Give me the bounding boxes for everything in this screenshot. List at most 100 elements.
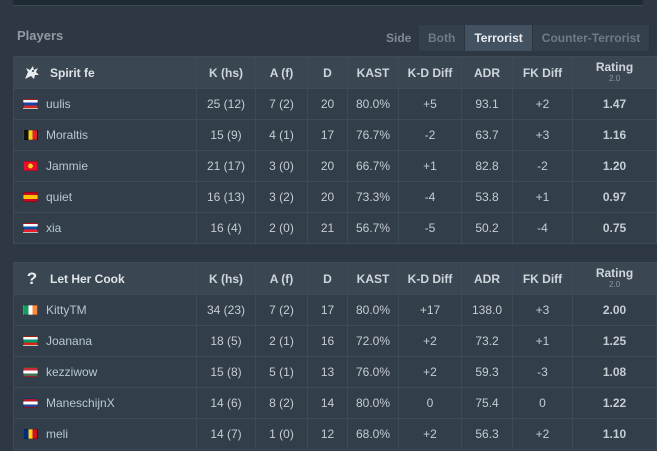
kills: 16 (13)	[196, 181, 256, 213]
col-kills: K (hs)	[196, 56, 256, 89]
col-rating: Rating 2.0	[572, 262, 657, 295]
player-name[interactable]: Moraltis	[46, 128, 89, 142]
assists: 3 (2)	[255, 181, 308, 213]
kd-diff: +17	[398, 294, 462, 326]
kast: 72.0%	[347, 325, 399, 357]
table-header-row: ? Let Her Cook K (hs) A (f) D KAST K-D D…	[13, 262, 657, 295]
deaths: 20	[307, 181, 348, 213]
team-name: Let Her Cook	[50, 271, 125, 286]
player-cell: Jammie	[13, 150, 197, 182]
side-label: Side	[386, 31, 412, 45]
kills: 14 (6)	[196, 387, 256, 419]
kills: 14 (7)	[196, 418, 256, 450]
player-cell: Joanana	[13, 325, 197, 357]
kast: 66.7%	[347, 150, 399, 182]
player-name[interactable]: Jammie	[46, 159, 89, 173]
rating: 1.47	[572, 88, 657, 120]
slovakia-flag-icon	[23, 223, 38, 233]
col-assists: A (f)	[255, 56, 308, 89]
adr: 53.8	[461, 181, 513, 213]
col-kast: KAST	[347, 262, 399, 295]
col-fk-diff: FK Diff	[512, 262, 573, 295]
kd-diff: -5	[398, 212, 462, 244]
player-name[interactable]: ManeschijnX	[46, 396, 115, 410]
col-kd-diff: K-D Diff	[398, 262, 462, 295]
deaths: 20	[307, 88, 348, 120]
deaths: 12	[307, 418, 348, 450]
rating: 1.25	[572, 325, 657, 357]
tab-counter-terrorist[interactable]: Counter-Terrorist	[532, 25, 651, 51]
deaths: 17	[307, 119, 348, 151]
table-row: ManeschijnX 14 (6) 8 (2) 14 80.0% 0 75.4…	[13, 387, 657, 419]
spain-flag-icon	[23, 192, 38, 202]
deaths: 21	[307, 212, 348, 244]
bulgaria-flag-icon	[23, 336, 38, 346]
adr: 50.2	[461, 212, 513, 244]
fk-diff: -2	[512, 150, 573, 182]
table-row: Joanana 18 (5) 2 (1) 16 72.0% +2 73.2 +1…	[13, 325, 657, 357]
kast: 80.0%	[347, 294, 399, 326]
kd-diff: +2	[398, 325, 462, 357]
top-strip	[13, 0, 643, 6]
adr: 93.1	[461, 88, 513, 120]
deaths: 13	[307, 356, 348, 388]
fk-diff: +1	[512, 325, 573, 357]
player-name[interactable]: meli	[46, 427, 69, 441]
col-kast: KAST	[347, 56, 399, 89]
player-name[interactable]: uulis	[46, 97, 71, 111]
kast: 68.0%	[347, 418, 399, 450]
table-row: kezziwow 15 (8) 5 (1) 13 76.0% +2 59.3 -…	[13, 356, 657, 388]
team-header: Spirit fe	[13, 56, 197, 89]
fk-diff: +3	[512, 294, 573, 326]
kills: 34 (23)	[196, 294, 256, 326]
col-kills: K (hs)	[196, 262, 256, 295]
table-header-row: Spirit fe K (hs) A (f) D KAST K-D Diff A…	[13, 56, 657, 89]
adr: 82.8	[461, 150, 513, 182]
assists: 1 (0)	[255, 418, 308, 450]
adr: 63.7	[461, 119, 513, 151]
fk-diff: +3	[512, 119, 573, 151]
russia-flag-icon	[23, 99, 38, 109]
adr: 138.0	[461, 294, 513, 326]
col-rating: Rating 2.0	[572, 56, 657, 89]
kills: 15 (8)	[196, 356, 256, 388]
player-cell: xia	[13, 212, 197, 244]
player-name[interactable]: xia	[46, 221, 62, 235]
adr: 73.2	[461, 325, 513, 357]
deaths: 14	[307, 387, 348, 419]
dragon-logo-icon	[22, 63, 42, 83]
player-cell: ManeschijnX	[13, 387, 197, 419]
player-name[interactable]: kezziwow	[46, 365, 98, 379]
table-row: uulis 25 (12) 7 (2) 20 80.0% +5 93.1 +2 …	[13, 88, 657, 120]
player-cell: meli	[13, 418, 197, 450]
kills: 16 (4)	[196, 212, 256, 244]
tab-terrorist[interactable]: Terrorist	[465, 25, 533, 51]
kast: 56.7%	[347, 212, 399, 244]
romania-flag-icon	[23, 429, 38, 439]
assists: 3 (0)	[255, 150, 308, 182]
player-name[interactable]: KittyTM	[46, 303, 87, 317]
netherlands-flag-icon	[23, 398, 38, 408]
table-row: Moraltis 15 (9) 4 (1) 17 76.7% -2 63.7 +…	[13, 119, 657, 151]
players-header: Players Side Both Terrorist Counter-Terr…	[0, 22, 657, 54]
col-assists: A (f)	[255, 262, 308, 295]
team-name: Spirit fe	[50, 65, 95, 80]
tab-both[interactable]: Both	[419, 25, 466, 51]
kills: 21 (17)	[196, 150, 256, 182]
player-name[interactable]: quiet	[46, 190, 73, 204]
kd-diff: +1	[398, 150, 462, 182]
kast: 73.3%	[347, 181, 399, 213]
player-name[interactable]: Joanana	[46, 334, 93, 348]
kills: 18 (5)	[196, 325, 256, 357]
col-kd-diff: K-D Diff	[398, 56, 462, 89]
fk-diff: -4	[512, 212, 573, 244]
col-deaths: D	[307, 56, 348, 89]
table-row: meli 14 (7) 1 (0) 12 68.0% +2 56.3 +2 1.…	[13, 418, 657, 450]
table-row: xia 16 (4) 2 (0) 21 56.7% -5 50.2 -4 0.7…	[13, 212, 657, 244]
rating: 1.10	[572, 418, 657, 450]
kast: 76.0%	[347, 356, 399, 388]
fk-diff: +2	[512, 418, 573, 450]
deaths: 16	[307, 325, 348, 357]
fk-diff: 0	[512, 387, 573, 419]
rating: 1.16	[572, 119, 657, 151]
